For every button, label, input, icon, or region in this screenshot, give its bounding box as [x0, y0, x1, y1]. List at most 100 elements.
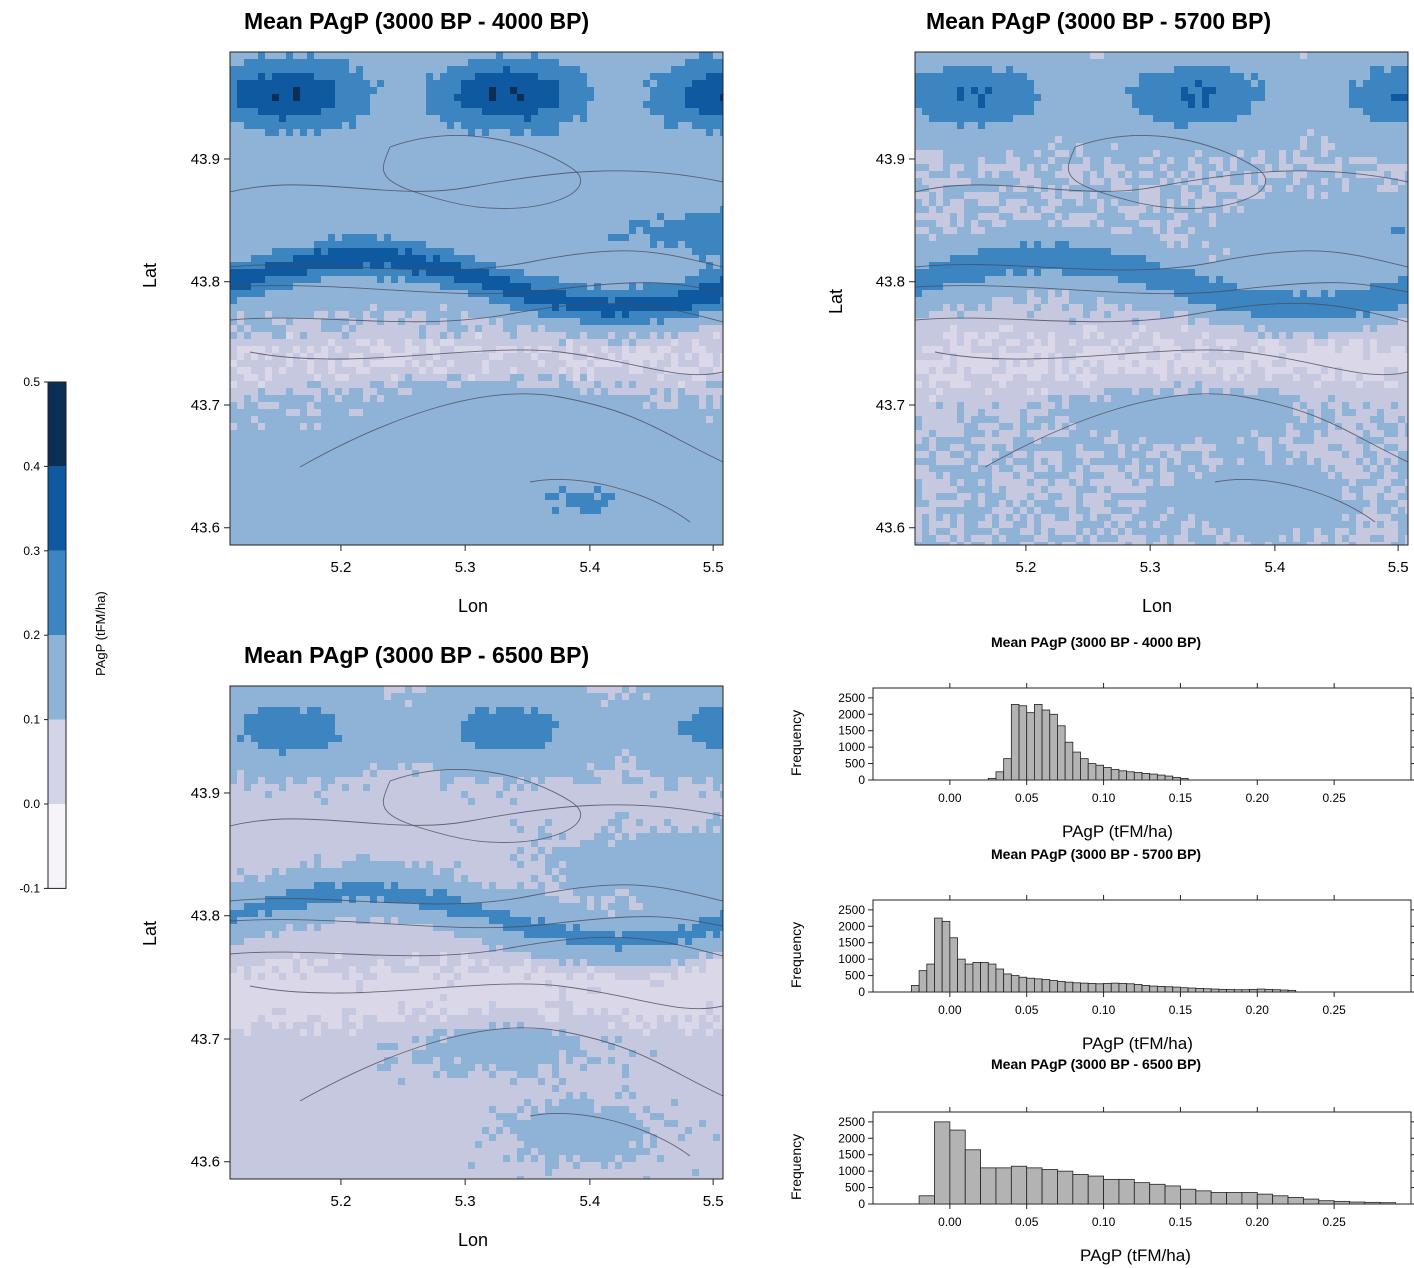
- map-cell: [328, 458, 336, 466]
- map-cell: [391, 423, 399, 431]
- map-cell: [685, 325, 693, 333]
- map-cell: [692, 472, 700, 480]
- map-cell: [559, 178, 567, 186]
- map-cell: [433, 143, 441, 151]
- map-cell: [720, 143, 723, 151]
- map-cell: [615, 241, 623, 249]
- map-cell: [314, 241, 322, 249]
- map-cell: [377, 143, 385, 151]
- map-cell: [636, 199, 644, 207]
- map-cell: [286, 192, 294, 200]
- map-cell: [636, 325, 644, 333]
- map-cell: [608, 465, 616, 473]
- map-cell: [720, 66, 723, 74]
- map-cell: [272, 507, 280, 515]
- map-cell: [699, 136, 707, 144]
- map-cell: [545, 514, 553, 522]
- map-cell: [440, 514, 448, 522]
- map-cell: [349, 241, 357, 249]
- map-cell: [601, 136, 609, 144]
- map-cell: [671, 115, 679, 123]
- map-cell: [244, 129, 252, 137]
- map-cell: [629, 360, 637, 368]
- map-cell: [664, 486, 672, 494]
- map-cell: [419, 514, 427, 522]
- map-cell: [671, 458, 679, 466]
- map-cell: [587, 199, 595, 207]
- map-cell: [482, 353, 490, 361]
- map-cell: [566, 486, 574, 494]
- map-cell: [419, 192, 427, 200]
- map-cell: [258, 528, 266, 536]
- map-cell: [552, 255, 560, 263]
- map-cell: [342, 395, 350, 403]
- map-cell: [713, 276, 721, 284]
- map-cell: [566, 94, 574, 102]
- map-cell: [321, 234, 329, 242]
- map-cell: [237, 458, 245, 466]
- map-plot-1: 5.2 5.3 5.4 5.543.943.843.743.6: [191, 51, 724, 576]
- map-cell: [622, 472, 630, 480]
- map-cell: [531, 360, 539, 368]
- map-cell: [594, 325, 602, 333]
- map-cell: [573, 304, 581, 312]
- map-cell: [391, 332, 399, 340]
- map-cell: [475, 521, 483, 529]
- map-cell: [356, 500, 364, 508]
- map-cell: [685, 381, 693, 389]
- map-cell: [405, 248, 413, 256]
- map-cell: [370, 535, 378, 543]
- map-cell: [258, 388, 266, 396]
- map-cell: [503, 122, 511, 130]
- map-cell: [643, 164, 651, 172]
- map-cell: [531, 199, 539, 207]
- map-cell: [496, 430, 504, 438]
- map-cell: [419, 157, 427, 165]
- map-cell: [650, 241, 658, 249]
- map-cell: [349, 213, 357, 221]
- map-cell: [272, 241, 280, 249]
- map-cell: [524, 290, 532, 298]
- map-cell: [713, 479, 721, 487]
- map-cell: [636, 122, 644, 130]
- map-cell: [293, 507, 301, 515]
- map-cell: [447, 381, 455, 389]
- map-cell: [573, 472, 581, 480]
- map-cell: [650, 451, 658, 459]
- map-cell: [349, 52, 357, 60]
- map-cell: [657, 472, 665, 480]
- map-cell: [706, 318, 714, 326]
- map-cell: [671, 220, 679, 228]
- map-cell: [398, 290, 406, 298]
- map-cell: [363, 493, 371, 501]
- map-cell: [300, 66, 308, 74]
- map-cell: [475, 199, 483, 207]
- map-cell: [475, 94, 483, 102]
- map-cell: [720, 325, 723, 333]
- map-cell: [286, 353, 294, 361]
- map-cell: [300, 437, 308, 445]
- map-cell: [587, 115, 595, 123]
- map-cell: [622, 444, 630, 452]
- map-cell: [482, 346, 490, 354]
- map-cell: [377, 458, 385, 466]
- map-cell: [608, 101, 616, 109]
- map-cell: [370, 367, 378, 375]
- map-cell: [405, 227, 413, 235]
- map-cell: [475, 325, 483, 333]
- map-cell: [461, 269, 469, 277]
- map-cell: [671, 535, 679, 543]
- map-cell: [643, 185, 651, 193]
- map-cell: [692, 241, 700, 249]
- map-cell: [412, 199, 420, 207]
- map-cell: [363, 318, 371, 326]
- map-cell: [545, 500, 553, 508]
- map-cell: [531, 269, 539, 277]
- map-cell: [363, 437, 371, 445]
- map-cell: [440, 339, 448, 347]
- map-cell: [671, 507, 679, 515]
- map-cell: [286, 66, 294, 74]
- map-cell: [300, 94, 308, 102]
- map-cell: [419, 416, 427, 424]
- map-cell: [328, 59, 336, 67]
